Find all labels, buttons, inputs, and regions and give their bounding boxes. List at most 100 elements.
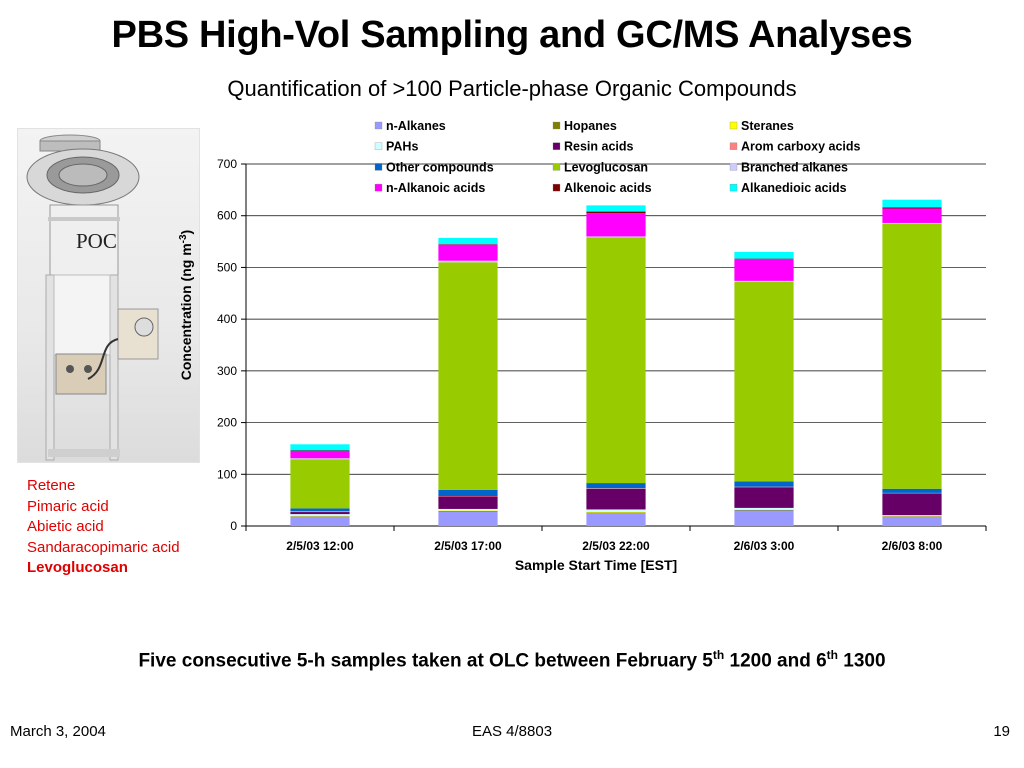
sampler-photo: POC bbox=[17, 128, 200, 463]
legend-label: Steranes bbox=[741, 119, 794, 133]
bar-segment bbox=[438, 244, 498, 245]
x-tick-label: 2/5/03 12:00 bbox=[286, 539, 354, 553]
bar-segment bbox=[586, 488, 646, 510]
bar-segment bbox=[734, 509, 794, 510]
slide-caption: Five consecutive 5-h samples taken at OL… bbox=[0, 648, 1024, 672]
bar-segment bbox=[882, 516, 942, 517]
legend-swatch bbox=[552, 142, 561, 150]
x-tick-label: 2/6/03 3:00 bbox=[734, 539, 795, 553]
legend-label: Hopanes bbox=[564, 119, 617, 133]
x-tick-label: 2/5/03 22:00 bbox=[582, 539, 650, 553]
bar-segment bbox=[290, 508, 350, 512]
y-tick-label: 500 bbox=[217, 260, 237, 274]
bar-segment bbox=[438, 496, 498, 509]
legend-swatch bbox=[374, 121, 383, 130]
legend-swatch bbox=[552, 121, 561, 130]
y-tick-label: 400 bbox=[217, 312, 237, 326]
bar-segment bbox=[290, 515, 350, 517]
y-tick-label: 700 bbox=[217, 157, 237, 171]
footer-page-number: 19 bbox=[993, 723, 1010, 740]
footer-date: March 3, 2004 bbox=[10, 723, 106, 740]
legend-label: n-Alkanoic acids bbox=[386, 181, 485, 195]
legend-label: Alkanedioic acids bbox=[741, 181, 847, 195]
compound-item: Retene bbox=[27, 477, 76, 494]
legend-label: Arom carboxy acids bbox=[741, 140, 861, 154]
bar-segment bbox=[882, 515, 942, 516]
bar-segment bbox=[734, 251, 794, 259]
bar-segment bbox=[882, 516, 942, 526]
legend-label: Resin acids bbox=[564, 140, 634, 154]
legend-swatch bbox=[374, 183, 383, 192]
y-tick-label: 0 bbox=[230, 519, 237, 533]
bar-segment bbox=[734, 259, 794, 281]
bar-segment bbox=[290, 512, 350, 515]
legend-label: Levoglucosan bbox=[564, 160, 648, 174]
bar-segment bbox=[734, 486, 794, 488]
x-tick-label: 2/6/03 8:00 bbox=[882, 539, 943, 553]
bar-segment bbox=[882, 199, 942, 208]
y-tick-label: 100 bbox=[217, 467, 237, 481]
y-tick-label: 200 bbox=[217, 416, 237, 430]
bar-segment bbox=[290, 444, 350, 451]
legend-swatch bbox=[552, 163, 561, 171]
bar-segment bbox=[586, 512, 646, 513]
legend-label: Branched alkanes bbox=[741, 160, 848, 174]
bar-segment bbox=[882, 207, 942, 209]
y-tick-label: 600 bbox=[217, 209, 237, 223]
compound-item: Sandaracopimaric acid bbox=[27, 538, 180, 556]
bar-segment bbox=[290, 511, 350, 513]
y-tick-label: 300 bbox=[217, 364, 237, 378]
bar-segment bbox=[734, 281, 794, 482]
legend-label: Alkenoic acids bbox=[564, 181, 652, 195]
bar-segment bbox=[290, 451, 350, 459]
bar-segment bbox=[586, 236, 646, 238]
bar-segment bbox=[586, 483, 646, 489]
bar-segment bbox=[586, 213, 646, 237]
bar-segment bbox=[438, 260, 498, 263]
bar-segment bbox=[438, 489, 498, 497]
x-axis-title: Sample Start Time [EST] bbox=[515, 557, 677, 573]
poc-label: POC bbox=[76, 229, 117, 253]
caption-text: 1300 bbox=[838, 650, 886, 672]
bar-segment bbox=[438, 237, 498, 245]
bar-segment bbox=[734, 510, 794, 526]
bar-segment bbox=[882, 223, 942, 489]
legend-swatch bbox=[729, 183, 738, 192]
caption-text: 1200 and 6 bbox=[724, 650, 827, 672]
bar-segment bbox=[882, 208, 942, 223]
bar-segment bbox=[882, 493, 942, 516]
compound-item: Pimaric acid bbox=[27, 497, 109, 515]
bar-segment bbox=[586, 488, 646, 489]
bar-segment bbox=[586, 211, 646, 214]
bar-segment bbox=[438, 496, 498, 497]
caption-text: Five consecutive 5-h samples taken at OL… bbox=[138, 650, 713, 672]
bar-segment bbox=[586, 512, 646, 514]
bar-segment bbox=[586, 509, 646, 513]
bar-segment bbox=[290, 516, 350, 517]
legend-swatch bbox=[729, 121, 738, 130]
bar-segment bbox=[290, 450, 350, 452]
bar-segment bbox=[734, 481, 794, 487]
bar-segment bbox=[734, 507, 794, 510]
bar-segment bbox=[882, 492, 942, 494]
legend-label: n-Alkanes bbox=[386, 119, 446, 133]
bar-segment bbox=[586, 237, 646, 484]
compound-item: Abietic acid bbox=[27, 518, 104, 535]
bar-segment bbox=[438, 511, 498, 512]
sampler-illustration bbox=[26, 134, 159, 461]
bar-segment bbox=[734, 509, 794, 511]
footer-course: EAS 4/8803 bbox=[471, 723, 553, 740]
compound-item-highlight: Levoglucosan bbox=[27, 559, 128, 576]
legend-swatch bbox=[729, 142, 738, 150]
legend-swatch bbox=[374, 142, 383, 150]
stacked-bar-chart: 0 100 200 300 400 500 600 700 2/5/03 12:00 2/5/03… bbox=[178, 119, 987, 573]
bar-segment bbox=[438, 510, 498, 512]
bar-segment bbox=[290, 516, 350, 526]
bar-segment bbox=[438, 511, 498, 526]
bar-segment bbox=[734, 258, 794, 260]
bar-segment bbox=[290, 458, 350, 460]
bar-segment bbox=[290, 459, 350, 509]
legend-swatch bbox=[374, 163, 383, 171]
legend-label: PAHs bbox=[386, 140, 418, 154]
bar-segment bbox=[290, 514, 350, 516]
